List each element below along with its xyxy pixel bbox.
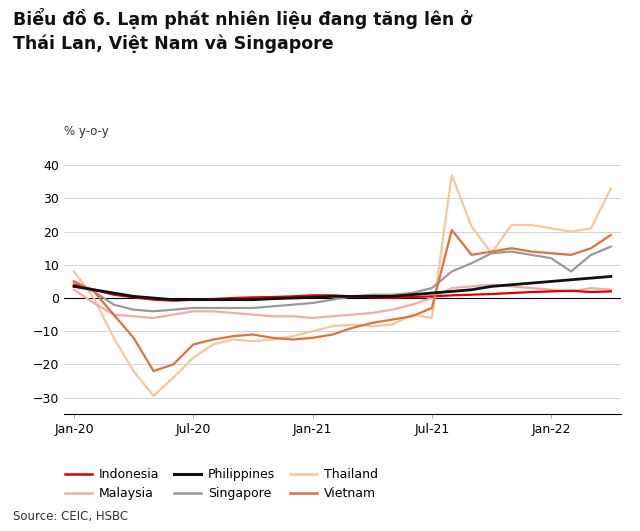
Legend: Indonesia, Malaysia, Philippines, Singapore, Thailand, Vietnam: Indonesia, Malaysia, Philippines, Singap… (65, 468, 378, 501)
Text: Source: CEIC, HSBC: Source: CEIC, HSBC (13, 510, 128, 523)
Text: Biểu đồ 6. Lạm phát nhiên liệu đang tăng lên ở
Thái Lan, Việt Nam và Singapore: Biểu đồ 6. Lạm phát nhiên liệu đang tăng… (13, 8, 472, 53)
Text: % y-o-y: % y-o-y (64, 125, 109, 138)
